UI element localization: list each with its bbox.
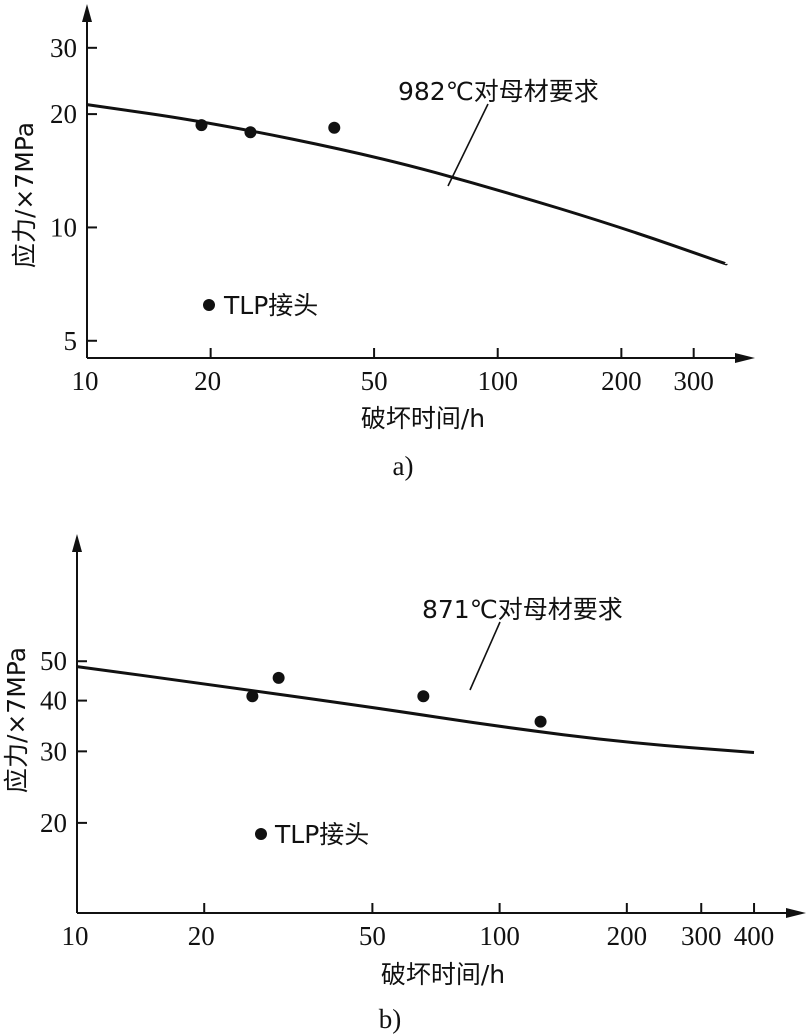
chart-b-x-tick-label: 400	[734, 921, 775, 951]
chart-a-y-tick-label: 30	[50, 33, 77, 63]
chart-b-x-tick-label: 200	[607, 921, 648, 951]
chart-b-caption: b)	[379, 1004, 402, 1034]
chart-b-y-label: 应力/×7MPa	[2, 647, 31, 793]
chart-b-x-label: 破坏时间/h	[381, 960, 505, 989]
chart-b-x-axis-arrow	[786, 908, 806, 918]
chart-a-data-point	[244, 126, 257, 139]
chart-a-y-tick-label: 20	[50, 99, 77, 129]
chart-a-data-point	[328, 121, 341, 134]
chart-b-x-tick-label: 50	[359, 921, 386, 951]
chart-a-y-tick-label: 10	[50, 212, 77, 242]
chart-a-x-label: 破坏时间/h	[361, 404, 485, 433]
chart-a-x-tick-label: 10	[72, 366, 99, 396]
chart-a-y-tick-label: 5	[64, 326, 78, 356]
chart-b-x-tick-label: 100	[479, 921, 520, 951]
chart-b-reference-curve	[76, 665, 755, 754]
chart-b-reference-leader	[469, 621, 501, 691]
chart-a-reference-label: 982℃对母材要求	[398, 77, 599, 106]
chart-b-y-tick-label: 20	[40, 808, 67, 838]
chart-b-y-tick-label: 50	[40, 646, 67, 676]
chart-b-data-point	[272, 671, 285, 684]
chart-b-legend-label: TLP接头	[274, 820, 369, 849]
chart-b-y-axis-arrow	[72, 534, 82, 552]
chart-b-y-tick-label: 30	[40, 736, 67, 766]
chart-a-x-axis-arrow	[735, 353, 755, 363]
chart-a-x-tick-label: 100	[477, 366, 518, 396]
chart-b-y-tick-label: 40	[40, 686, 67, 716]
chart-a-x-tick-label: 50	[361, 366, 388, 396]
chart-b-reference-label: 871℃对母材要求	[422, 595, 623, 624]
chart-a: 10 20 50 100 200 300 5 10 20 30 982℃对母材要求 TLP接头 破…	[10, 4, 755, 481]
chart-a-legend-marker	[203, 299, 215, 311]
chart-b-legend-marker	[255, 828, 267, 840]
chart-a-caption: a)	[393, 451, 414, 481]
chart-a-y-axis-arrow	[82, 4, 92, 22]
chart-b-x-tick-label: 10	[62, 921, 89, 951]
chart-b-data-point	[246, 690, 259, 703]
chart-b-data-point	[417, 690, 430, 703]
chart-a-data-point	[195, 119, 208, 132]
chart-a-reference-curve	[86, 103, 728, 266]
chart-a-reference-leader	[447, 103, 489, 187]
chart-a-x-tick-label: 20	[194, 366, 221, 396]
chart-a-x-tick-label: 200	[601, 366, 642, 396]
chart-a-legend-label: TLP接头	[223, 291, 318, 320]
chart-b-x-tick-label: 20	[188, 921, 215, 951]
chart-a-y-label: 应力/×7MPa	[10, 122, 39, 268]
chart-a-x-tick-label: 300	[673, 366, 714, 396]
chart-b-x-tick-label: 300	[681, 921, 722, 951]
chart-b: 10 20 50 100 200 300 400 20 30 40 50 871℃对母材要求 TLP…	[2, 534, 806, 1034]
chart-b-data-point	[534, 715, 547, 728]
